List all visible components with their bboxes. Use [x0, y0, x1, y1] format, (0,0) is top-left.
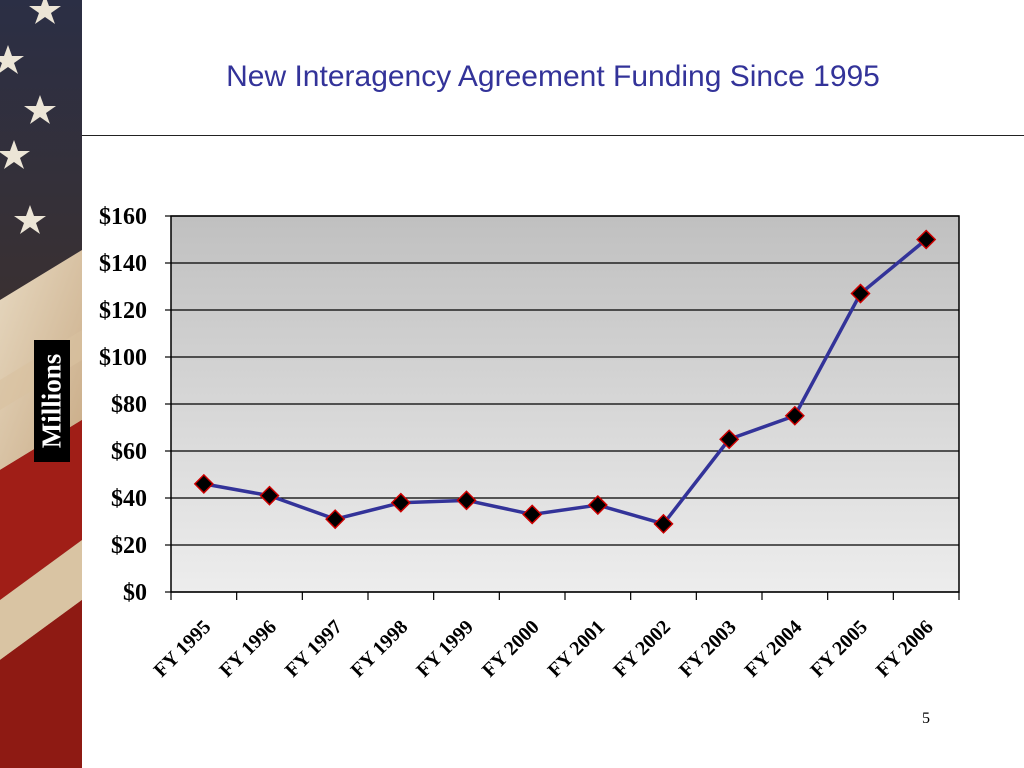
x-tick-label: FY 1996 — [215, 616, 281, 682]
page-number: 5 — [922, 710, 930, 727]
data-point-marker — [325, 509, 346, 530]
y-tick-label: $120 — [99, 298, 147, 324]
x-tick-label: FY 2001 — [544, 616, 610, 682]
data-point-marker — [850, 283, 871, 304]
y-tick-label: $80 — [111, 392, 147, 418]
y-tick-label: $140 — [99, 251, 147, 277]
data-point-marker — [719, 429, 740, 450]
x-tick-label: FY 1999 — [412, 616, 478, 682]
y-tick-label: $100 — [99, 345, 147, 371]
series-line — [203, 238, 928, 526]
slide-title: New Interagency Agreement Funding Since … — [226, 60, 880, 93]
data-point-marker — [784, 405, 805, 426]
y-tick-label: $60 — [111, 439, 147, 465]
x-tick-label: FY 2002 — [609, 616, 675, 682]
data-point-marker — [653, 513, 674, 534]
data-point-marker — [193, 473, 214, 494]
x-tick-label: FY 2000 — [478, 616, 544, 682]
data-point-marker — [522, 504, 543, 525]
data-point-marker — [390, 492, 411, 513]
y-tick-label: $160 — [99, 204, 147, 230]
y-tick-label: $0 — [123, 580, 147, 606]
data-point-marker — [916, 229, 937, 250]
x-tick-label: FY 2003 — [675, 616, 741, 682]
x-tick-label: FY 2006 — [872, 616, 938, 682]
x-tick-label: FY 1995 — [150, 616, 216, 682]
x-tick-label: FY 2005 — [806, 616, 872, 682]
y-tick-label: $40 — [111, 486, 147, 512]
y-axis-label-box — [34, 340, 70, 462]
data-point-marker — [259, 485, 280, 506]
data-point-marker — [587, 494, 608, 516]
x-tick-label: FY 1997 — [281, 616, 347, 682]
x-tick-label: FY 1998 — [347, 616, 413, 682]
data-point-marker — [456, 490, 477, 511]
y-tick-label: $20 — [111, 533, 147, 559]
title-divider — [82, 135, 1024, 136]
x-tick-label: FY 2004 — [741, 616, 807, 682]
